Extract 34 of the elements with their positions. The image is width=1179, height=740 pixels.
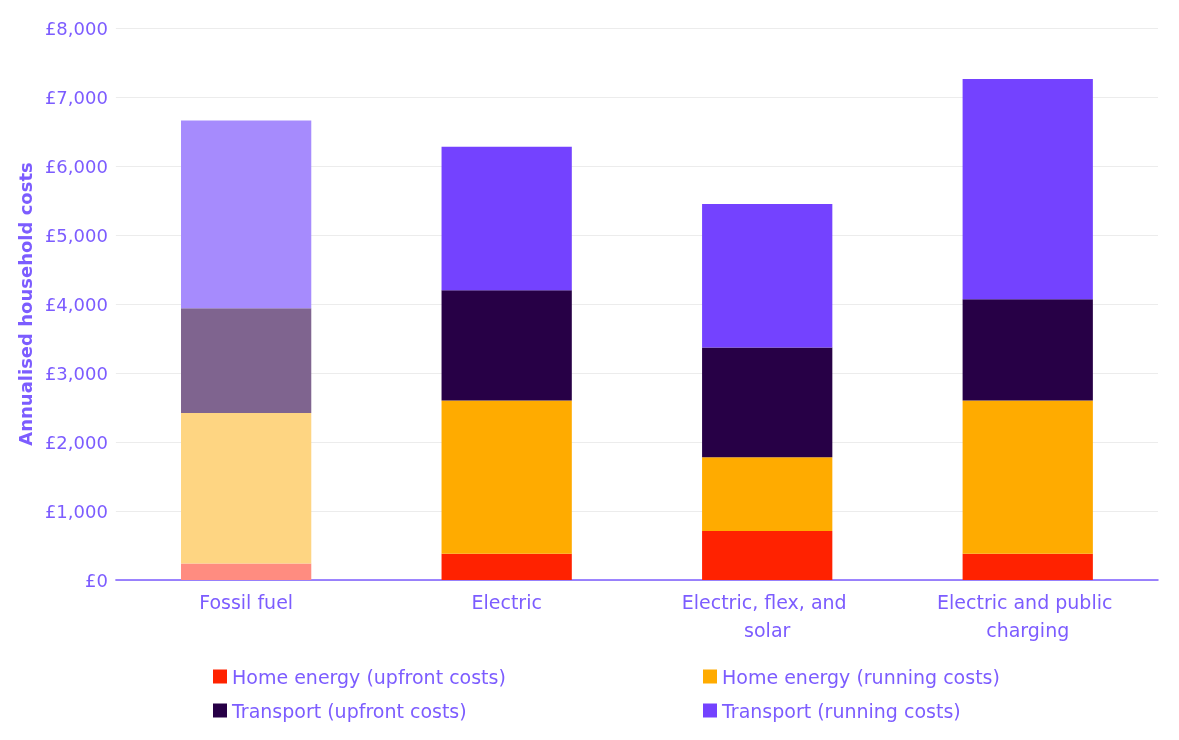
legend-label: Home energy (upfront costs) bbox=[232, 665, 506, 688]
x-tick-label: Fossil fuel bbox=[199, 591, 294, 613]
y-tick-label: £7,000 bbox=[44, 86, 108, 108]
bar bbox=[962, 79, 1093, 300]
bar bbox=[441, 400, 572, 554]
y-tick-label: £0 bbox=[84, 569, 108, 591]
y-tick-label: £6,000 bbox=[44, 155, 108, 177]
y-tick-label: £4,000 bbox=[44, 293, 108, 315]
y-axis-title: Annualised household costs bbox=[14, 162, 36, 446]
bar bbox=[181, 308, 312, 414]
bar bbox=[962, 299, 1093, 401]
legend-label: Home energy (running costs) bbox=[722, 665, 1000, 688]
bar bbox=[181, 120, 312, 309]
legend-label: Transport (upfront costs) bbox=[231, 699, 467, 722]
legend-label: Transport (running costs) bbox=[721, 699, 961, 722]
bar bbox=[702, 347, 833, 458]
bar bbox=[702, 531, 833, 580]
y-tick-label: £2,000 bbox=[44, 431, 108, 453]
bar bbox=[181, 413, 312, 564]
bar bbox=[962, 400, 1093, 554]
y-tick-label: £5,000 bbox=[44, 224, 108, 246]
y-tick-label: £3,000 bbox=[44, 362, 108, 384]
bar bbox=[962, 553, 1093, 580]
x-tick-label: Electric and public charging bbox=[937, 591, 1119, 641]
y-tick-label: £8,000 bbox=[44, 17, 108, 39]
bar bbox=[441, 146, 572, 291]
bar bbox=[702, 203, 833, 348]
bar bbox=[441, 553, 572, 580]
bar bbox=[702, 457, 833, 532]
y-tick-label: £1,000 bbox=[44, 500, 108, 522]
bar bbox=[181, 563, 312, 580]
bar bbox=[441, 290, 572, 401]
x-tick-label: Electric bbox=[471, 591, 542, 613]
x-tick-label: Electric, flex, and solar bbox=[681, 591, 853, 641]
